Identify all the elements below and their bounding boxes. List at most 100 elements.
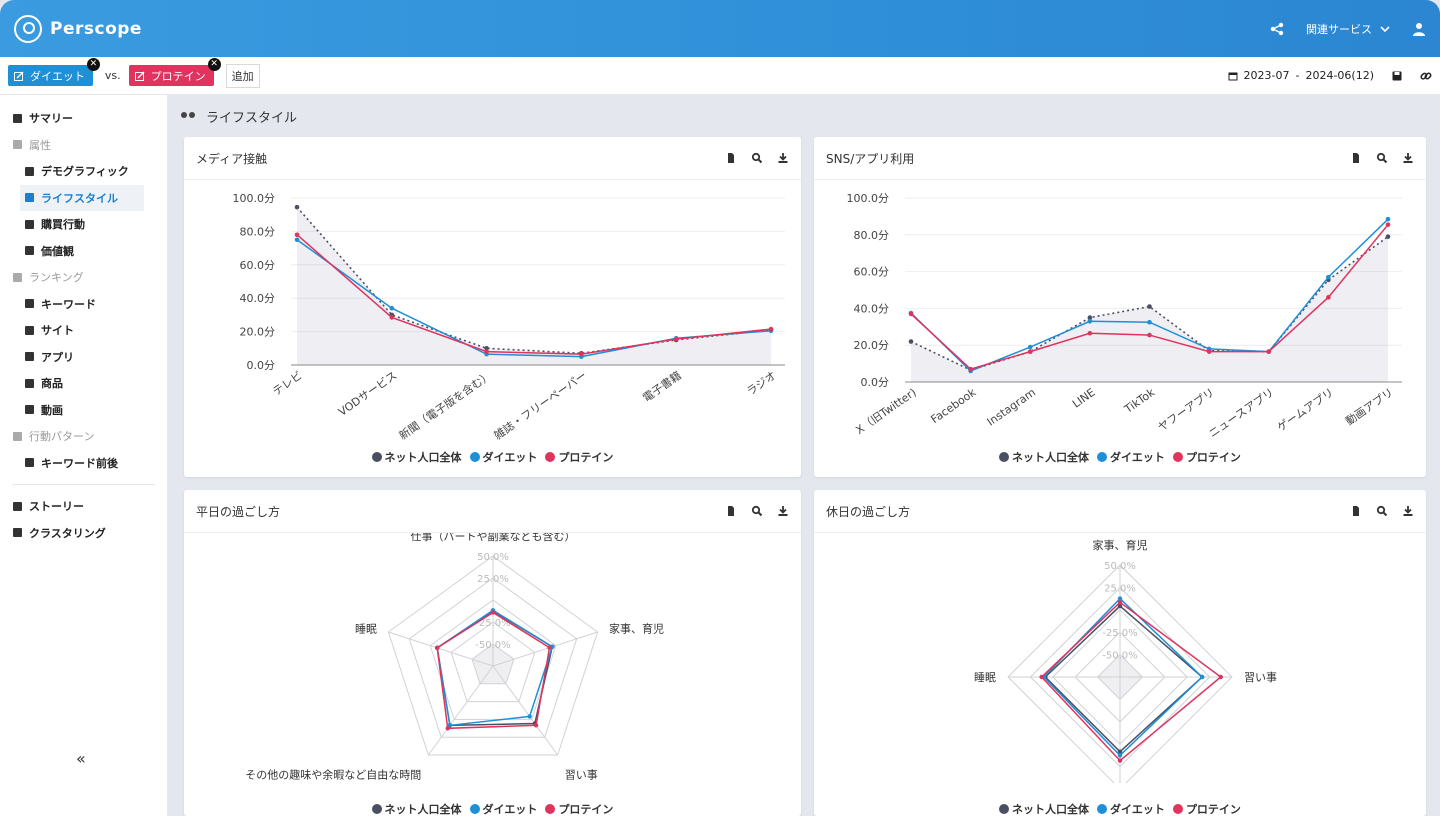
x-tick-label: LINE — [1070, 386, 1098, 411]
document-icon[interactable] — [725, 505, 737, 517]
remove-tag-icon[interactable]: ✕ — [207, 58, 221, 71]
legend-dot — [1172, 452, 1183, 462]
data-point — [1027, 344, 1033, 350]
x-tick-label: 雑誌・フリーペーパー — [491, 368, 589, 440]
download-icon[interactable] — [1402, 152, 1414, 164]
heart-icon — [25, 246, 34, 256]
sidebar-item[interactable]: 価値観 — [0, 238, 167, 265]
data-point — [968, 366, 973, 372]
document-icon[interactable] — [1350, 505, 1362, 517]
sidebar-item-story[interactable]: ストーリー — [0, 493, 167, 520]
data-point — [673, 336, 679, 342]
legend-label: ダイエット — [1110, 451, 1165, 464]
top-bar: Perscope 関連サービス — [0, 0, 1440, 57]
related-services-label: 関連サービス — [1306, 22, 1372, 36]
filter-tag-diet[interactable]: ダイエット ✕ — [8, 58, 100, 86]
download-icon[interactable] — [777, 152, 789, 164]
data-point — [1087, 315, 1093, 320]
sidebar-item[interactable]: 商品 — [0, 370, 167, 397]
zoom-icon[interactable] — [1376, 505, 1388, 517]
y-tick-label: 80.0分 — [240, 225, 276, 238]
legend-label: プロテイン — [558, 451, 614, 464]
card-title: 休日の過ごし方 — [826, 504, 911, 519]
remove-tag-icon[interactable]: ✕ — [86, 58, 100, 71]
sidebar-item[interactable]: デモグラフィック — [0, 158, 167, 185]
radar-axis-label: 家事、育児 — [1093, 538, 1148, 552]
collapse-sidebar-button[interactable]: « — [76, 749, 86, 768]
series-line-0 — [296, 206, 772, 355]
vs-label: vs. — [104, 69, 121, 82]
shopping-icon — [25, 378, 34, 388]
x-tick-label: ヤフーアプリ — [1156, 386, 1217, 434]
document-icon[interactable] — [725, 152, 737, 164]
legend-label: ネット人口全体 — [384, 451, 462, 464]
sidebar-item[interactable]: サイト — [0, 317, 167, 344]
sidebar-item[interactable]: アプリ — [0, 344, 167, 371]
document-icon[interactable] — [1350, 152, 1362, 164]
sidebar-item[interactable]: 動画 — [0, 397, 167, 424]
x-tick-label: Instagram — [985, 386, 1038, 429]
edit-icon — [134, 71, 145, 81]
share-icon[interactable] — [1270, 22, 1284, 36]
section-header: ライフスタイル — [180, 107, 297, 126]
card-title: 平日の過ごし方 — [196, 504, 281, 519]
x-tick-label: ゲームアプリ — [1275, 386, 1336, 434]
book-icon — [13, 501, 22, 511]
download-icon[interactable] — [1402, 505, 1414, 517]
filter-tag-protein[interactable]: プロテイン ✕ — [128, 58, 221, 86]
radar-tick-label: -25.0% — [475, 618, 510, 629]
legend-dot — [371, 804, 382, 814]
radar-axis-label: 仕事（パートや副業なども含む） — [411, 533, 576, 543]
x-tick-label: 新聞（電子版を含む） — [396, 368, 494, 440]
data-point — [1385, 216, 1391, 222]
user-icon — [25, 166, 34, 176]
legend-label: プロテイン — [1185, 451, 1241, 464]
user-icon[interactable] — [1412, 22, 1426, 36]
zoom-icon[interactable] — [751, 505, 763, 517]
sidebar-item[interactable]: キーワード — [0, 291, 167, 318]
section-title: ライフスタイル — [206, 111, 298, 126]
date-from: 2023-07 — [1243, 69, 1290, 82]
sidebar-item[interactable]: 購買行動 — [0, 211, 167, 238]
app-logo[interactable]: Perscope — [14, 14, 142, 43]
download-icon[interactable] — [777, 505, 789, 517]
data-point — [1385, 222, 1391, 227]
chevron-down-icon — [1380, 25, 1390, 32]
sidebar-item[interactable]: サマリー — [0, 105, 167, 132]
add-button[interactable]: 追加 — [225, 63, 260, 88]
perscope-logo-icon — [14, 14, 42, 43]
sidebar-item[interactable]: ライフスタイル — [20, 184, 144, 211]
data-point — [1218, 674, 1223, 680]
y-tick-label: 80.0分 — [854, 229, 890, 242]
chart-legend: ネット人口全体 ダイエット プロテイン — [184, 801, 801, 816]
radar-ring — [450, 621, 536, 703]
data-point — [1087, 318, 1093, 324]
sidebar-divider — [12, 484, 155, 485]
radar-tick-label: 25.0% — [1104, 583, 1136, 594]
x-tick-label: 電子書籍 — [640, 368, 684, 405]
data-point — [547, 645, 552, 650]
chart-legend: ネット人口全体 ダイエット プロテイン — [814, 801, 1426, 816]
radar-tick-label: -50.0% — [1102, 651, 1137, 662]
data-point — [1117, 749, 1123, 754]
date-range[interactable]: 2023-07 - 2024-06(12) — [1228, 69, 1374, 82]
app-name: Perscope — [50, 18, 142, 39]
x-tick-label: VODサービス — [336, 369, 400, 419]
save-icon[interactable] — [1392, 71, 1402, 81]
radar-tick-label: 25.0% — [477, 574, 509, 585]
radar-ring — [429, 599, 557, 720]
chart-legend: ネット人口全体 ダイエット プロテイン — [184, 449, 801, 465]
sidebar-item[interactable]: キーワード前後 — [0, 450, 167, 477]
related-services-menu[interactable]: 関連サービス — [1306, 21, 1390, 37]
data-point — [1206, 349, 1212, 354]
y-tick-label: 60.0分 — [854, 266, 890, 279]
data-point — [1117, 603, 1123, 609]
data-point — [1117, 758, 1123, 763]
sidebar-item-label: デモグラフィック — [41, 165, 129, 179]
data-point — [389, 305, 395, 311]
sidebar-item-clustering[interactable]: クラスタリング — [0, 520, 167, 547]
zoom-icon[interactable] — [751, 152, 763, 164]
data-point — [445, 726, 450, 731]
link-icon[interactable] — [1420, 70, 1432, 82]
zoom-icon[interactable] — [1376, 152, 1388, 164]
